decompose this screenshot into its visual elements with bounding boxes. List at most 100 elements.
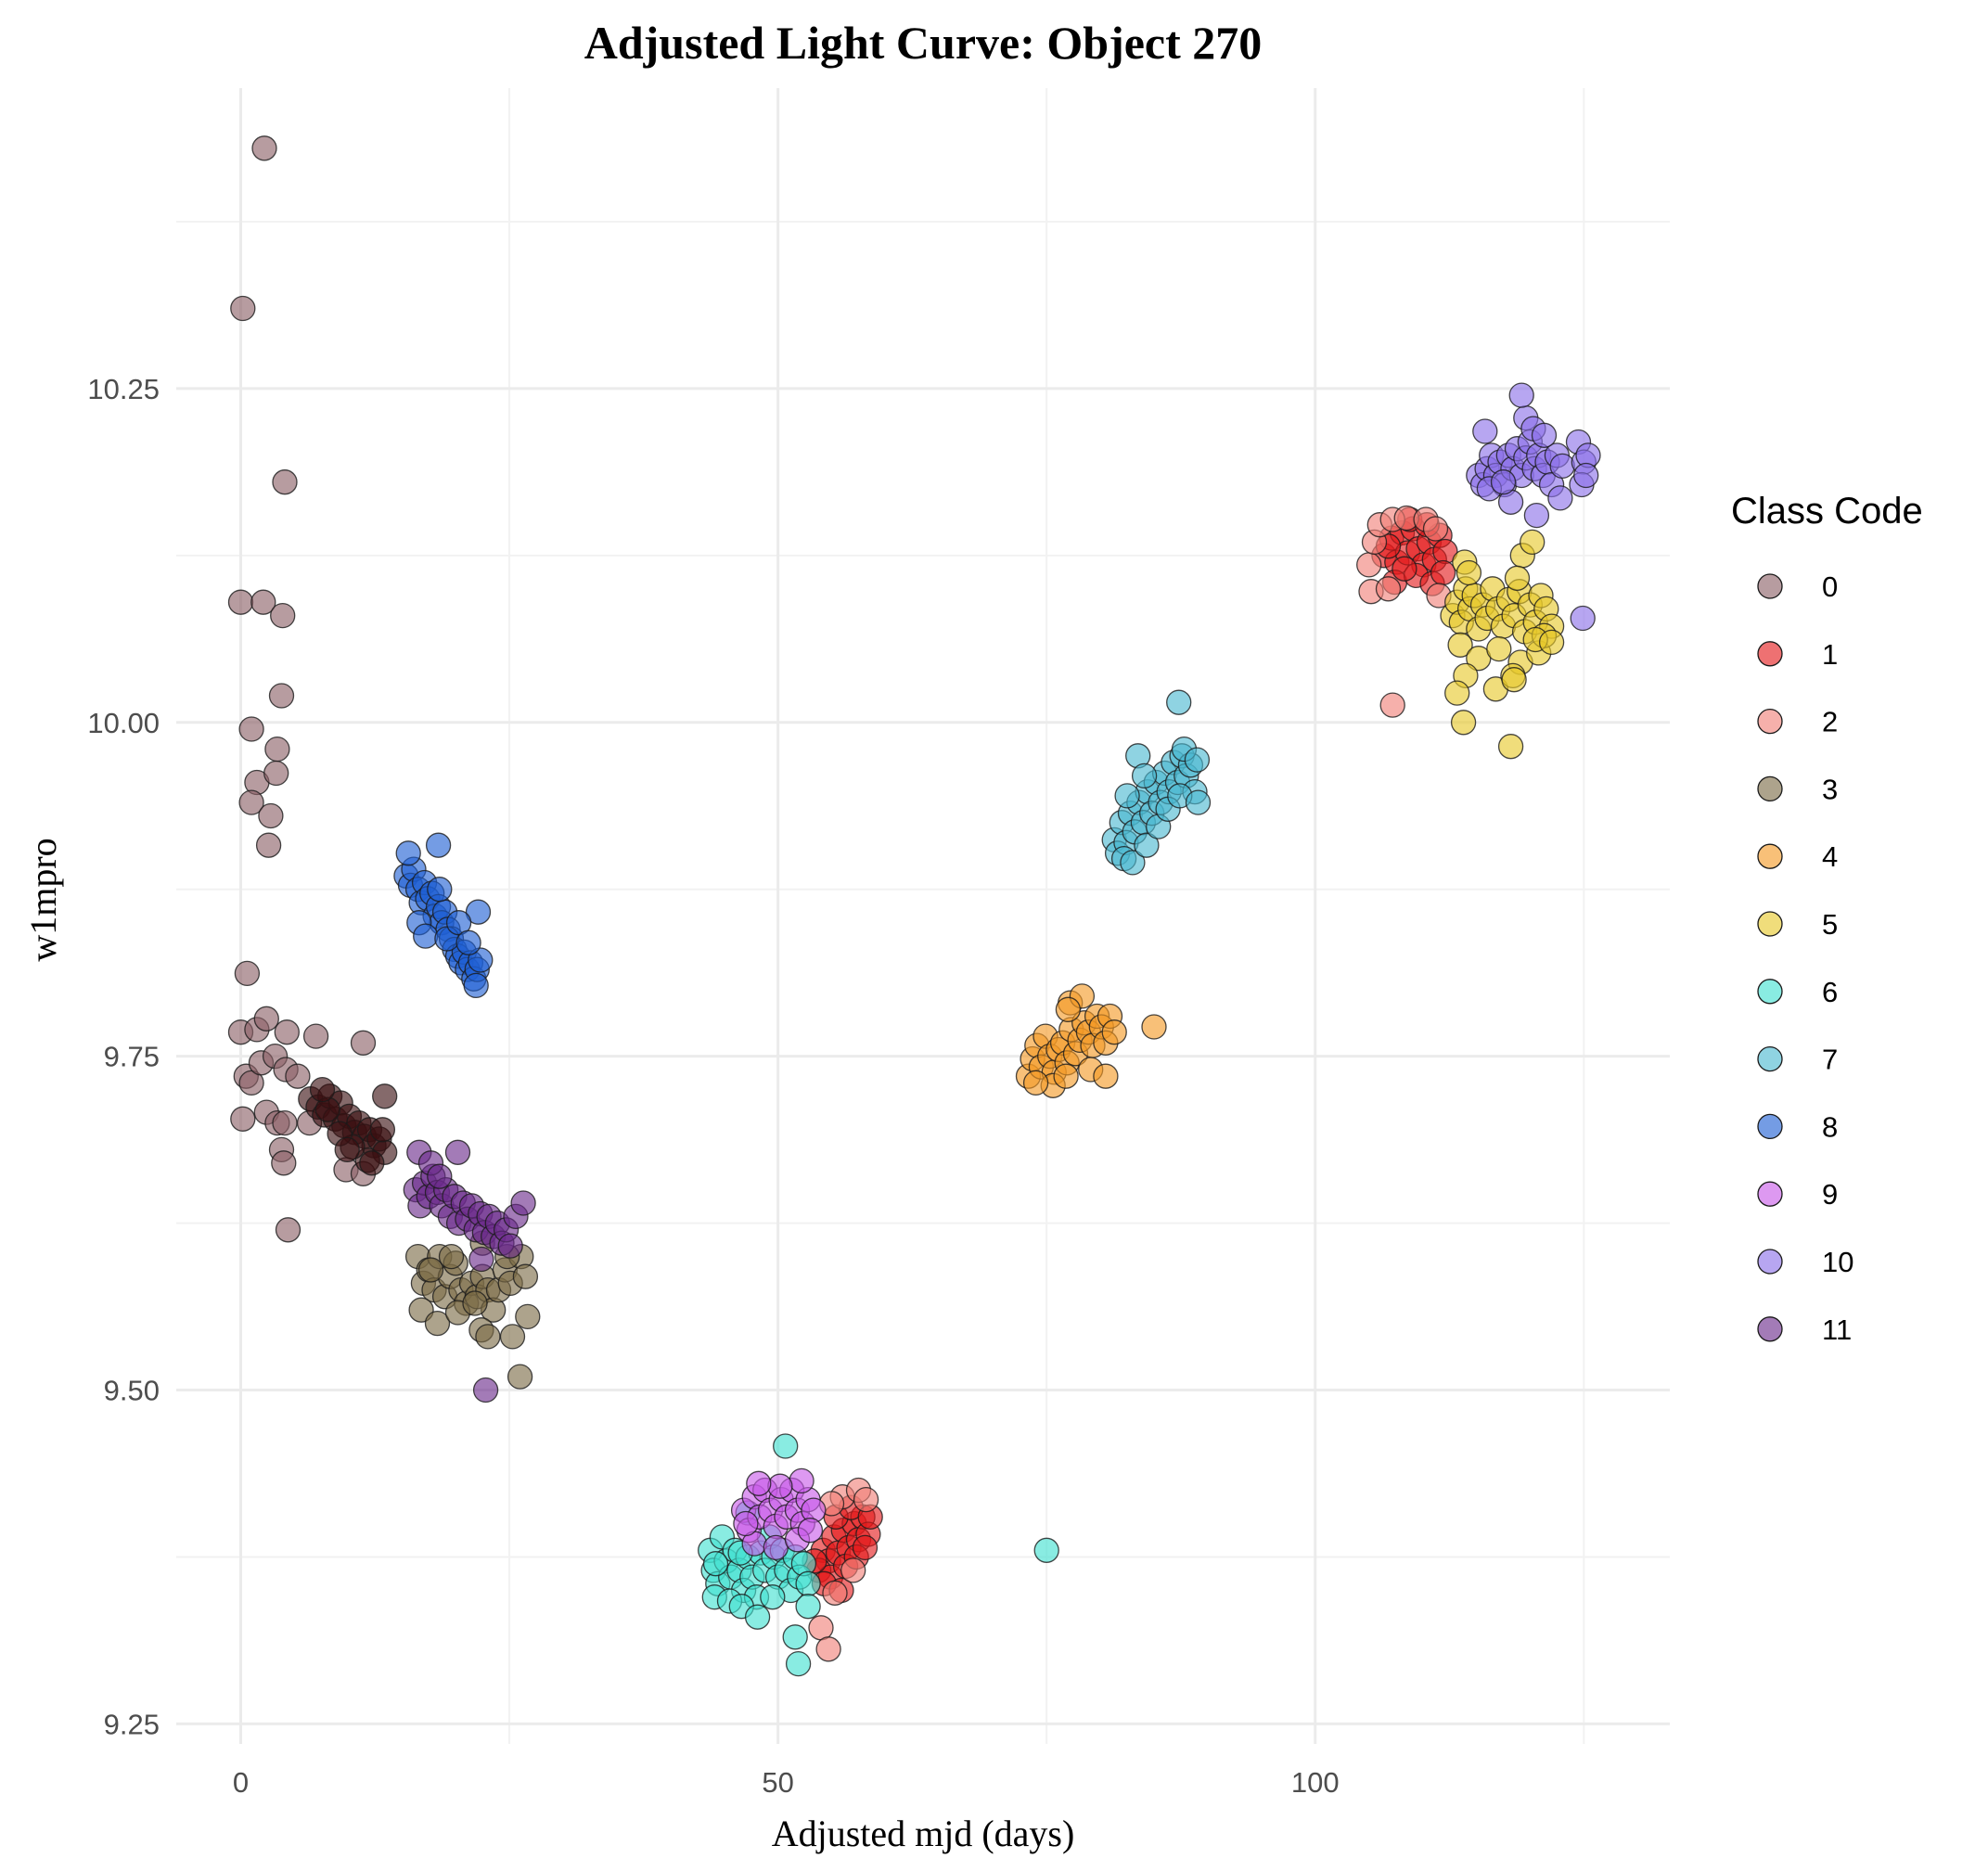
data-point: [468, 947, 494, 973]
data-point: [271, 1150, 297, 1176]
data-point: [795, 1594, 821, 1620]
data-point: [1490, 469, 1517, 495]
legend-key: [1757, 1113, 1783, 1140]
data-point: [455, 929, 481, 955]
data-point: [763, 1534, 789, 1561]
data-point: [462, 1290, 488, 1316]
legend-label: 0: [1822, 570, 1838, 603]
data-point: [1379, 692, 1405, 718]
data-point: [733, 1510, 759, 1537]
data-point: [1166, 689, 1192, 715]
data-point: [1570, 605, 1596, 632]
data-points: [227, 135, 1601, 1677]
data-point: [702, 1551, 729, 1577]
legend-label: 3: [1822, 773, 1838, 805]
data-point: [425, 832, 452, 858]
x-axis-title: Adjusted mjd (days): [772, 1813, 1075, 1854]
data-point: [1392, 556, 1417, 582]
data-point: [797, 1518, 824, 1544]
data-point: [359, 1150, 385, 1176]
data-point: [760, 1584, 786, 1610]
data-point: [1185, 789, 1212, 815]
data-point: [1547, 485, 1573, 511]
legend-key: [1757, 708, 1783, 735]
series-9: [730, 1467, 827, 1561]
data-point: [463, 972, 489, 999]
data-point: [395, 840, 421, 866]
data-point: [227, 589, 254, 615]
data-point: [272, 469, 298, 495]
y-tick-label: 10.25: [87, 373, 160, 405]
data-point: [1120, 850, 1146, 876]
data-point: [499, 1324, 526, 1350]
legend-items: 0 1 2 3 4 5 6 7 8 9 10 11: [1757, 570, 1853, 1346]
data-point: [427, 1163, 453, 1189]
y-tick-label: 9.50: [104, 1375, 160, 1407]
y-tick-label: 10.00: [87, 707, 160, 739]
data-point: [1486, 635, 1512, 662]
y-tick-label: 9.75: [104, 1041, 160, 1073]
series-7: [1101, 689, 1212, 876]
data-point: [1472, 418, 1498, 444]
series-5: [1440, 529, 1565, 760]
legend-label: 1: [1822, 638, 1838, 671]
data-point: [1456, 559, 1482, 586]
y-axis-title: w1mpro: [22, 838, 64, 961]
legend-label: 10: [1822, 1246, 1853, 1278]
data-point: [822, 1580, 848, 1606]
data-point: [234, 960, 261, 987]
data-point: [444, 1139, 471, 1165]
data-point: [1497, 734, 1524, 760]
data-point: [1538, 629, 1565, 656]
data-point: [1101, 1019, 1127, 1045]
data-point: [274, 1019, 300, 1045]
series-2: [808, 505, 1452, 1662]
data-point: [309, 1076, 336, 1103]
data-point: [1022, 1070, 1049, 1096]
data-point: [424, 1310, 451, 1337]
legend-label: 5: [1822, 908, 1838, 941]
data-point: [515, 1303, 541, 1330]
data-point: [510, 1190, 536, 1216]
legend-key: [1757, 843, 1783, 869]
data-point: [270, 602, 296, 629]
series-8: [393, 832, 494, 999]
legend-key: [1757, 979, 1783, 1005]
series-0: [227, 135, 377, 1243]
data-point: [1504, 565, 1531, 591]
data-point: [372, 1083, 398, 1109]
data-point: [795, 1570, 821, 1596]
data-point: [268, 683, 295, 709]
legend-label: 8: [1822, 1110, 1838, 1143]
legend-key: [1757, 1181, 1783, 1207]
legend: Class Code 0 1 2 3 4 5 6 7 8 9 10 11: [1731, 491, 1923, 1346]
legend-key: [1757, 911, 1783, 937]
data-point: [1573, 462, 1599, 489]
data-point: [1055, 996, 1082, 1022]
axis-ticks: 0 50 100 9.25 9.50 9.75 10.00 10.25: [87, 373, 1339, 1799]
data-point: [250, 589, 276, 615]
chart-title: Adjusted Light Curve: Object 270: [584, 17, 1263, 69]
y-tick-label: 9.25: [104, 1708, 160, 1740]
data-point: [1134, 832, 1160, 858]
data-point: [815, 1636, 841, 1662]
data-point: [238, 716, 264, 742]
data-point: [413, 923, 439, 949]
legend-key: [1757, 1316, 1783, 1342]
legend-label: 9: [1822, 1178, 1838, 1211]
data-point: [272, 1109, 298, 1136]
data-point: [230, 295, 256, 322]
data-point: [767, 1473, 793, 1499]
data-point: [808, 1615, 834, 1641]
data-point: [417, 1257, 444, 1283]
data-point: [465, 899, 492, 925]
data-point: [1531, 422, 1558, 448]
x-tick-label: 100: [1291, 1766, 1340, 1799]
series-10: [1466, 382, 1601, 632]
data-point: [744, 1604, 771, 1630]
data-point: [852, 1534, 879, 1561]
legend-key: [1757, 1249, 1783, 1275]
data-point: [789, 1467, 814, 1494]
